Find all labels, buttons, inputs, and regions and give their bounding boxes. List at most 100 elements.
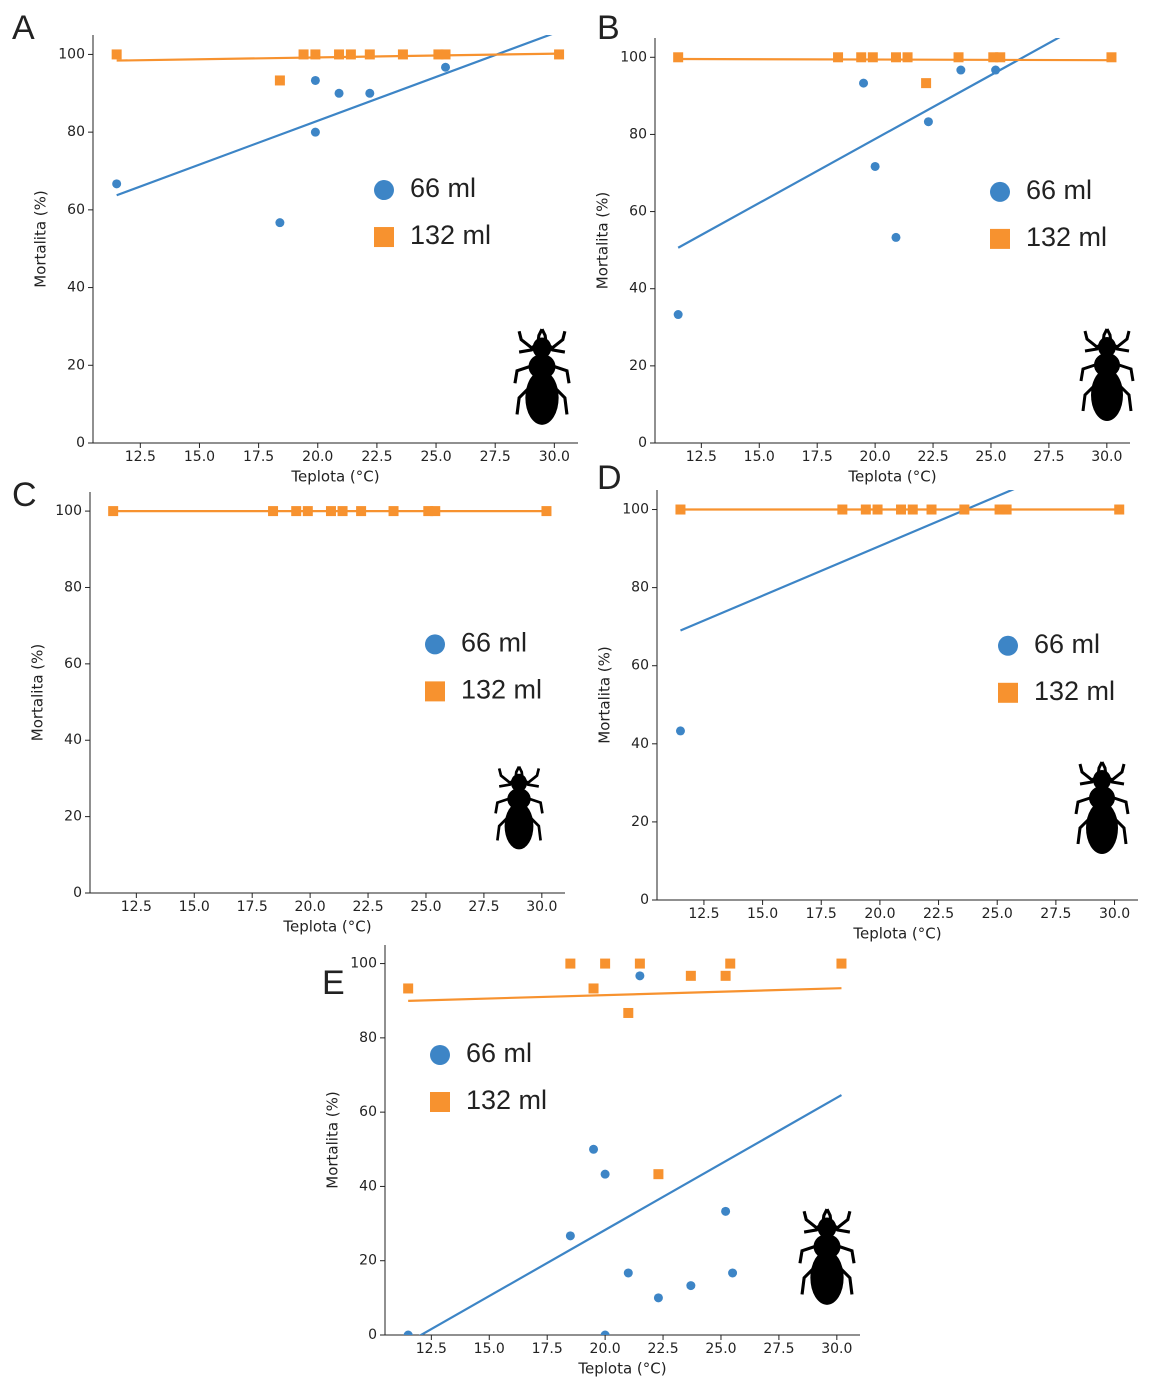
y-tick-label: 20 [631,814,649,830]
point [994,504,1005,515]
y-tick-label: 60 [64,656,82,672]
trend-line [408,987,842,1002]
point [860,504,871,515]
y-tick-label: 0 [73,885,82,901]
x-tick-label: 22.5 [917,449,948,465]
plot-area [108,506,552,517]
point [600,958,611,969]
legend-label: 66 ml [461,628,527,658]
point [274,75,285,86]
x-tick-label: 15.0 [744,449,775,465]
point [430,506,441,517]
point [541,506,552,517]
y-tick-label: 20 [359,1253,377,1269]
point [725,958,736,969]
x-tick-label: 17.5 [532,1341,563,1357]
point [907,504,918,515]
point [108,506,119,517]
point [334,49,345,60]
point [423,506,434,517]
x-tick-label: 15.0 [179,899,210,915]
x-tick-label: 12.5 [686,449,717,465]
point [673,52,684,63]
panel-label: E [322,964,345,1002]
point [686,1281,696,1291]
point [1106,52,1117,63]
x-axis-label: Teplota (°C) [852,925,941,943]
point [623,1007,634,1018]
legend-marker [425,634,445,655]
y-tick-label: 0 [638,435,647,451]
x-tick-label: 12.5 [121,899,152,915]
y-tick-label: 40 [67,280,85,296]
y-tick-label: 80 [67,124,85,140]
x-tick-label: 20.0 [864,906,895,922]
x-tick-label: 20.0 [590,1341,621,1357]
x-tick-label: 20.0 [302,449,333,465]
point [365,88,375,98]
point [588,983,599,994]
plot-area [675,490,1125,736]
legend-marker [998,682,1018,703]
legend-label: 132 ml [466,1085,547,1115]
point [872,504,883,515]
x-tick-label: 20.0 [860,449,891,465]
y-tick-label: 100 [55,503,82,519]
y-tick-label: 100 [622,502,649,518]
point [896,504,907,515]
x-tick-label: 12.5 [125,449,156,465]
point [302,506,313,517]
point [635,971,645,981]
y-tick-label: 80 [359,1030,377,1046]
y-axis-label: Mortalita (%) [596,646,614,744]
point [388,506,399,517]
point [675,504,686,515]
legend-marker [374,180,394,201]
point [959,504,970,515]
point [837,504,848,515]
x-tick-label: 17.5 [806,906,837,922]
x-tick-label: 22.5 [647,1341,678,1357]
y-tick-label: 0 [76,435,85,451]
legend-label: 132 ml [1026,222,1107,252]
x-tick-label: 27.5 [480,449,511,465]
point [310,75,320,85]
x-tick-label: 25.0 [410,899,441,915]
x-tick-label: 22.5 [352,899,383,915]
point [275,218,285,228]
legend-marker [425,681,445,702]
x-tick-label: 12.5 [688,906,719,922]
x-tick-label: 27.5 [763,1341,794,1357]
y-axis-label: Mortalita (%) [594,192,612,290]
x-tick-label: 27.5 [1040,906,1071,922]
point [653,1169,664,1180]
legend-label: 66 ml [1034,629,1100,659]
point [310,49,321,60]
point [926,504,937,515]
point [902,52,913,63]
legend-label: 132 ml [410,220,491,250]
point [600,1169,610,1179]
point [836,958,847,969]
point [589,1144,599,1154]
point [870,161,880,171]
y-axis-label: Mortalita (%) [324,1091,342,1189]
point [728,1268,738,1278]
y-tick-label: 40 [64,732,82,748]
y-tick-label: 80 [631,580,649,596]
point [397,49,408,60]
point [310,127,320,137]
point [923,117,933,127]
point [565,1231,575,1241]
y-tick-label: 40 [629,281,647,297]
point [685,970,696,981]
point [1114,504,1125,515]
x-tick-label: 25.0 [420,449,451,465]
point [325,506,336,517]
point [634,958,645,969]
y-axis-label: Mortalita (%) [29,644,47,742]
y-tick-label: 60 [359,1104,377,1120]
x-tick-label: 15.0 [474,1341,505,1357]
point [1001,504,1012,515]
